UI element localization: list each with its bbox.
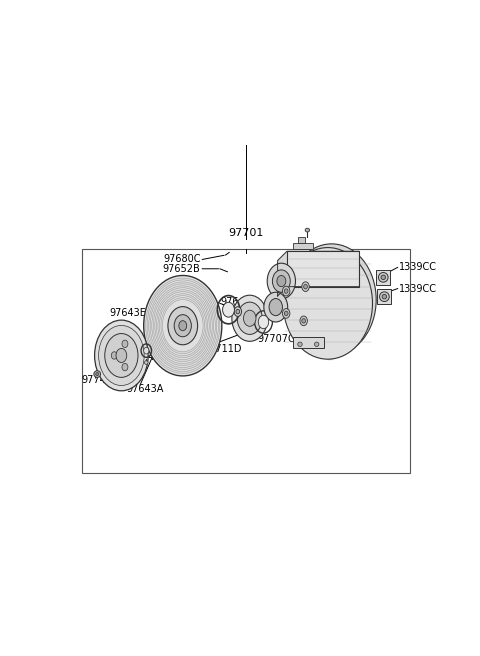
Bar — [292, 243, 313, 249]
Text: 1339CC: 1339CC — [398, 262, 436, 272]
Ellipse shape — [149, 282, 217, 369]
Ellipse shape — [168, 306, 198, 345]
Ellipse shape — [223, 302, 234, 317]
Ellipse shape — [302, 319, 305, 323]
Ellipse shape — [304, 285, 307, 289]
Ellipse shape — [144, 361, 148, 364]
Ellipse shape — [144, 347, 149, 354]
Ellipse shape — [232, 295, 267, 341]
Ellipse shape — [94, 371, 100, 377]
Ellipse shape — [122, 363, 128, 371]
Ellipse shape — [282, 308, 290, 318]
Ellipse shape — [298, 342, 302, 346]
Ellipse shape — [162, 300, 203, 352]
Ellipse shape — [283, 247, 372, 359]
Ellipse shape — [267, 263, 296, 299]
Ellipse shape — [282, 286, 290, 296]
Ellipse shape — [243, 310, 256, 326]
Ellipse shape — [378, 272, 388, 282]
Bar — [292, 337, 324, 348]
Ellipse shape — [105, 333, 138, 377]
Ellipse shape — [96, 373, 99, 375]
Ellipse shape — [95, 320, 148, 391]
Ellipse shape — [145, 278, 220, 373]
Text: 97652B: 97652B — [163, 264, 201, 274]
Ellipse shape — [284, 311, 288, 316]
Ellipse shape — [161, 298, 204, 354]
Text: 97646: 97646 — [220, 297, 251, 307]
Polygon shape — [277, 251, 287, 296]
Ellipse shape — [153, 288, 212, 363]
Text: 97644C: 97644C — [99, 342, 136, 352]
Bar — [377, 289, 392, 304]
Ellipse shape — [277, 276, 286, 287]
Ellipse shape — [179, 321, 187, 331]
Bar — [83, 249, 409, 472]
Ellipse shape — [111, 352, 117, 359]
Ellipse shape — [305, 228, 310, 232]
Ellipse shape — [155, 290, 211, 361]
Ellipse shape — [116, 348, 127, 363]
Ellipse shape — [174, 315, 192, 337]
Ellipse shape — [314, 342, 319, 346]
Ellipse shape — [380, 292, 389, 302]
Text: 1339CC: 1339CC — [398, 283, 436, 293]
Ellipse shape — [98, 325, 144, 386]
Ellipse shape — [122, 340, 128, 348]
Ellipse shape — [156, 292, 209, 359]
Text: 97711D: 97711D — [203, 344, 242, 354]
Bar — [376, 270, 390, 285]
Text: 97680C: 97680C — [163, 255, 201, 264]
Ellipse shape — [159, 296, 206, 356]
Text: 97643E: 97643E — [109, 308, 146, 318]
Ellipse shape — [273, 270, 290, 292]
Ellipse shape — [264, 292, 288, 322]
Ellipse shape — [150, 284, 216, 367]
Ellipse shape — [236, 310, 240, 314]
Ellipse shape — [234, 307, 241, 316]
Ellipse shape — [152, 286, 214, 365]
Ellipse shape — [382, 295, 386, 299]
Ellipse shape — [158, 294, 208, 358]
Text: 97743A: 97743A — [82, 375, 119, 385]
Text: 97643A: 97643A — [126, 384, 164, 394]
Ellipse shape — [300, 316, 307, 325]
Ellipse shape — [147, 280, 218, 371]
Ellipse shape — [269, 298, 282, 316]
Text: 97707C: 97707C — [257, 335, 295, 344]
Ellipse shape — [287, 244, 376, 356]
Ellipse shape — [258, 316, 269, 329]
Ellipse shape — [144, 276, 222, 376]
Text: 97646C: 97646C — [131, 352, 168, 362]
Ellipse shape — [284, 289, 288, 293]
Ellipse shape — [302, 282, 309, 291]
Text: 97701: 97701 — [228, 228, 264, 238]
Ellipse shape — [237, 302, 262, 335]
Ellipse shape — [381, 275, 385, 279]
Bar — [298, 237, 305, 243]
Bar — [287, 251, 360, 287]
